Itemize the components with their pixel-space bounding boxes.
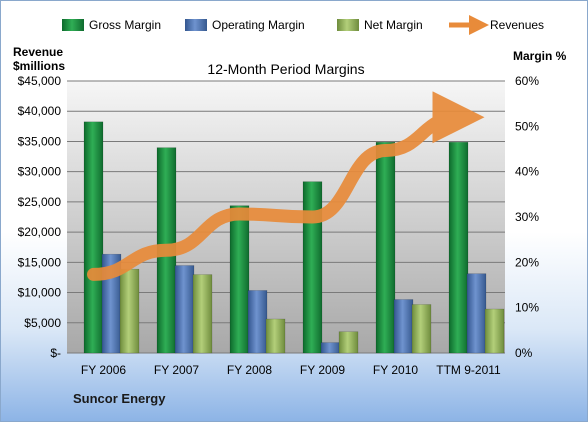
category-labels: FY 2006 FY 2007 FY 2008 FY 2009 FY 2010 TTM 9… xyxy=(81,363,501,377)
left-axis-ticks: $- $5,000 $10,000 $15,000 $20,000 $25,000 $30,… xyxy=(18,74,62,360)
category-label: FY 2010 xyxy=(373,363,418,377)
legend-swatch-gross-margin xyxy=(62,19,84,31)
gross-margin-bar xyxy=(375,141,396,354)
net-margin-bar xyxy=(192,274,213,354)
legend-label-gross-margin: Gross Margin xyxy=(89,18,161,32)
right-tick-label: 60% xyxy=(515,74,539,88)
footer-company: Suncor Energy xyxy=(73,391,166,406)
left-axis-label-line2: $millions xyxy=(13,59,65,73)
left-axis-label-line1: Revenue xyxy=(13,45,63,59)
operating-margin-bar xyxy=(466,273,487,354)
left-tick-label: $- xyxy=(50,346,61,360)
category-label: TTM 9-2011 xyxy=(436,363,501,377)
right-axis-ticks: 0% 10% 20% 30% 40% 50% 60% xyxy=(515,74,539,360)
operating-margin-bar xyxy=(320,342,341,354)
left-tick-label: $35,000 xyxy=(18,134,62,148)
net-margin-bar xyxy=(265,318,286,354)
right-tick-label: 50% xyxy=(515,119,539,133)
right-tick-label: 0% xyxy=(515,346,533,360)
right-tick-label: 10% xyxy=(515,301,539,315)
category-label: FY 2007 xyxy=(154,363,199,377)
net-margin-bar xyxy=(484,308,505,354)
gridlines xyxy=(67,80,505,354)
right-tick-label: 20% xyxy=(515,255,539,269)
left-tick-label: $40,000 xyxy=(18,104,62,118)
left-tick-label: $30,000 xyxy=(18,165,62,179)
gross-margin-bar xyxy=(302,181,323,354)
legend: Gross Margin Operating Margin Net Margin… xyxy=(62,15,544,35)
category-label: FY 2006 xyxy=(81,363,126,377)
operating-margin-bar xyxy=(247,290,268,354)
legend-swatch-net-margin xyxy=(337,19,359,31)
right-tick-label: 40% xyxy=(515,165,539,179)
left-tick-label: $45,000 xyxy=(18,74,62,88)
left-tick-label: $25,000 xyxy=(18,195,62,209)
category-label: FY 2009 xyxy=(300,363,345,377)
left-tick-label: $15,000 xyxy=(18,255,62,269)
operating-margin-bar xyxy=(393,299,414,354)
net-margin-bar xyxy=(338,331,359,354)
legend-label-net-margin: Net Margin xyxy=(364,18,423,32)
left-tick-label: $20,000 xyxy=(18,225,62,239)
left-tick-label: $10,000 xyxy=(18,286,62,300)
category-label: FY 2008 xyxy=(227,363,272,377)
legend-label-operating-margin: Operating Margin xyxy=(212,18,305,32)
revenues-line xyxy=(87,91,485,281)
operating-margin-bar xyxy=(174,265,195,354)
right-tick-label: 30% xyxy=(515,210,539,224)
net-margin-bar xyxy=(411,304,432,354)
legend-swatch-operating-margin xyxy=(185,19,207,31)
gross-margin-bar xyxy=(448,141,469,354)
gross-margin-bar xyxy=(83,121,104,354)
legend-label-revenues: Revenues xyxy=(490,18,544,32)
chart-title: 12-Month Period Margins xyxy=(207,61,364,77)
right-axis-label: Margin % xyxy=(513,49,567,63)
left-tick-label: $5,000 xyxy=(24,316,61,330)
gross-margin-bar xyxy=(229,205,250,354)
net-margin-bar xyxy=(119,268,140,354)
